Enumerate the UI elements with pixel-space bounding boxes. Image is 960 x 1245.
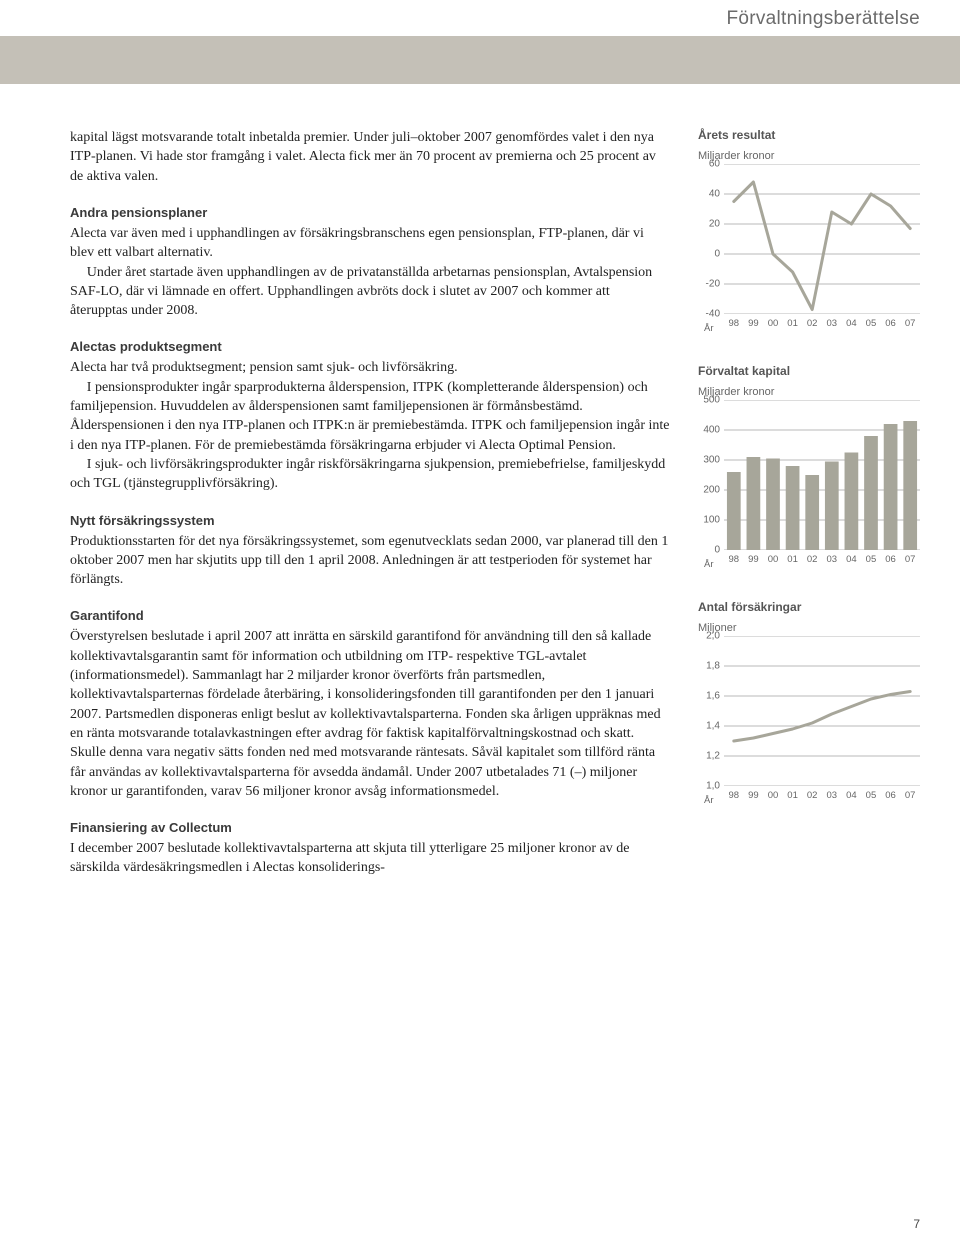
chart3-xprefix: År xyxy=(704,795,714,806)
chart-antal-forsakringar: Antal försäkringar Miljoner 2,01,81,61,4… xyxy=(698,600,920,806)
sec3-p1: Produktionsstarten för det nya försäkrin… xyxy=(70,532,670,590)
intro-paragraph: kapital lägst motsvarande totalt inbetal… xyxy=(70,128,670,186)
chart3-plot xyxy=(724,636,920,786)
chart2-plot xyxy=(724,400,920,550)
page-number: 7 xyxy=(913,1217,920,1231)
chart2-unit: Miljarder kronor xyxy=(698,386,920,398)
chart2-xlabels: 98990001020304050607 xyxy=(724,554,920,570)
sec2-p1: Alecta har två produktsegment; pension s… xyxy=(70,358,670,377)
section-heading-andra: Andra pensionsplaner xyxy=(70,204,670,222)
chart1-title: Årets resultat xyxy=(698,128,920,142)
chart1-xprefix: År xyxy=(704,323,714,334)
section-heading-garantifond: Garantifond xyxy=(70,607,670,625)
page-header-title: Förvaltningsberättelse xyxy=(726,8,920,30)
section-heading-nytt: Nytt försäkringssystem xyxy=(70,512,670,530)
header-band xyxy=(0,36,960,84)
section-heading-produktsegment: Alectas produktsegment xyxy=(70,338,670,356)
chart-forvaltat-kapital: Förvaltat kapital Miljarder kronor 50040… xyxy=(698,364,920,570)
main-column: kapital lägst motsvarande totalt inbetal… xyxy=(70,128,670,1215)
chart3-xlabels: 98990001020304050607 xyxy=(724,790,920,806)
chart3-unit: Miljoner xyxy=(698,622,920,634)
sec1-p2: Under året startade även upphandlingen a… xyxy=(70,263,670,321)
chart3-title: Antal försäkringar xyxy=(698,600,920,614)
chart2-xprefix: År xyxy=(704,559,714,570)
sidebar-charts: Årets resultat Miljarder kronor 6040200-… xyxy=(698,128,920,1215)
chart2-ylabels: 5004003002001000 xyxy=(698,400,722,550)
sec2-p2: I pensionsprodukter ingår sparproduktern… xyxy=(70,378,670,455)
chart3-ylabels: 2,01,81,61,41,21,0 xyxy=(698,636,722,786)
section-heading-finansiering: Finansiering av Collectum xyxy=(70,819,670,837)
page-content: kapital lägst motsvarande totalt inbetal… xyxy=(70,128,920,1215)
sec5-p1: I december 2007 beslutade kollektivavtal… xyxy=(70,839,670,878)
chart2-title: Förvaltat kapital xyxy=(698,364,920,378)
sec2-p3: I sjuk- och livförsäkringsprodukter ingå… xyxy=(70,455,670,494)
chart1-xlabels: 98990001020304050607 xyxy=(724,318,920,334)
sec1-p1: Alecta var även med i upphandlingen av f… xyxy=(70,224,670,263)
chart-arets-resultat: Årets resultat Miljarder kronor 6040200-… xyxy=(698,128,920,334)
chart1-ylabels: 6040200-20-40 xyxy=(698,164,722,314)
sec4-p1: Överstyrelsen beslutade i april 2007 att… xyxy=(70,627,670,801)
chart1-unit: Miljarder kronor xyxy=(698,150,920,162)
chart1-plot xyxy=(724,164,920,314)
